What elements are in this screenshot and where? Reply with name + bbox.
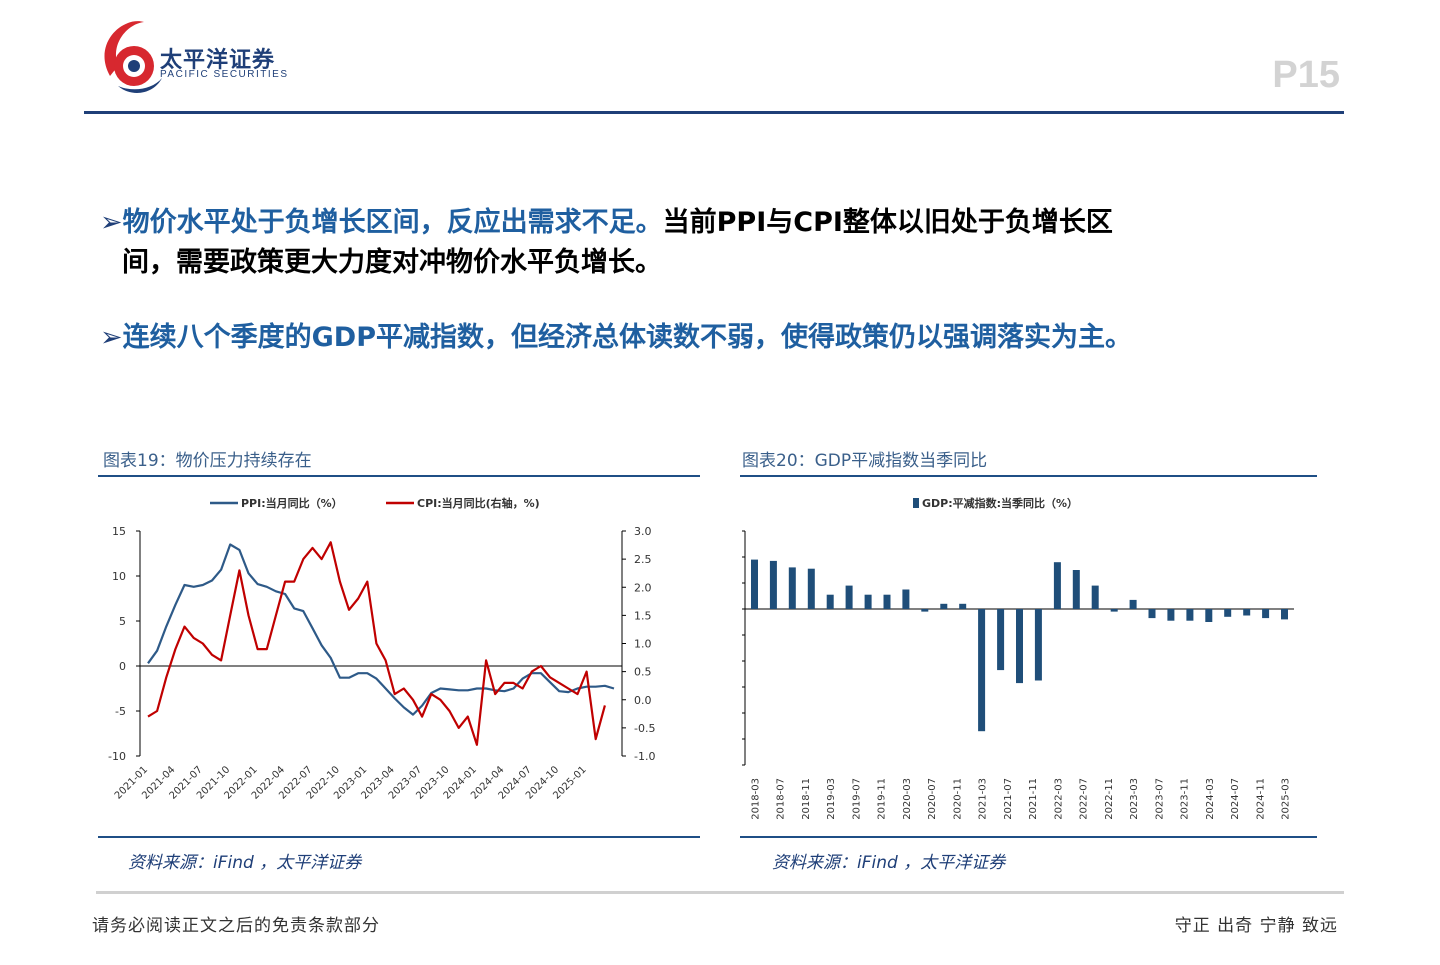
figure-19-bottom-rule	[98, 836, 700, 838]
legend-gdp: GDP:平减指数:当季同比（%）	[922, 496, 1078, 510]
gdp-deflator-bar	[807, 568, 815, 609]
chart-ppi-cpi: PPI:当月同比（%） CPI:当月同比(右轴，%) 15 10 5 0 -5 -10 3.…	[108, 496, 655, 802]
y-right-tick-label: 2.5	[634, 553, 652, 566]
x-tick-label: 2019-03	[826, 778, 837, 820]
chart-1-legend: PPI:当月同比（%） CPI:当月同比(右轴，%)	[210, 496, 540, 510]
gdp-deflator-bar	[864, 594, 872, 609]
x-tick-label: 2024-11	[1255, 778, 1266, 820]
y-right-tick-label: 3.0	[634, 525, 652, 538]
page-number: P15	[1272, 54, 1340, 96]
legend-cpi: CPI:当月同比(右轴，%)	[417, 496, 540, 510]
x-tick-label: 2018-03	[750, 778, 761, 820]
y-right-tick-label: 0.5	[634, 666, 652, 679]
y-left-tick-label: 10	[112, 570, 126, 583]
bullet-1-text: 当前PPI与CPI整体以旧处于负增长区	[662, 207, 1113, 238]
figure-19-title: 图表19：物价压力持续存在	[103, 451, 312, 471]
gdp-deflator-bar	[1091, 585, 1099, 609]
bullet-1-highlight: 物价水平处于负增长区间，反应出需求不足。	[122, 207, 663, 238]
gdp-deflator-bar	[1016, 609, 1023, 684]
x-tick-label: 2023-07	[1154, 778, 1165, 820]
company-logo	[104, 21, 162, 93]
figure-20-bottom-rule	[740, 836, 1317, 838]
x-tick-label: 2024-07	[1230, 778, 1241, 820]
x-tick-label: 2022-07	[1079, 778, 1090, 820]
y-right-tick-label: 0.0	[634, 694, 652, 707]
gdp-deflator-bar	[921, 609, 929, 612]
gdp-deflator-bar	[1053, 562, 1061, 609]
x-tick-label: 2020-11	[952, 778, 963, 820]
x-tick-label: 2023-03	[1129, 778, 1140, 820]
gdp-deflator-bar	[1110, 609, 1118, 612]
x-tick-label: 2020-03	[902, 778, 913, 820]
cpi-series-line	[147, 541, 606, 746]
x-tick-label: 2018-11	[801, 778, 812, 820]
x-tick-label: 2020-07	[927, 778, 938, 820]
x-tick-label: 2019-11	[877, 778, 888, 820]
y-right-tick-label: 2.0	[634, 581, 652, 594]
arrow-bullet-icon: ➢	[100, 322, 123, 353]
gdp-deflator-bar	[1129, 599, 1137, 609]
x-tick-label: 2022-11	[1104, 778, 1115, 820]
figure-20-title: 图表20：GDP平减指数当季同比	[742, 451, 988, 471]
footer-motto: 守正 出奇 宁静 致远	[1174, 916, 1338, 936]
gdp-deflator-bar	[997, 609, 1005, 671]
x-tick-label: 2018-07	[776, 778, 787, 820]
x-tick-label: 2022-03	[1053, 778, 1064, 820]
brand-name-cn: 太平洋证券	[160, 48, 276, 73]
gdp-deflator-bar	[1148, 609, 1156, 619]
gdp-deflator-bar	[1262, 609, 1270, 619]
gdp-deflator-bar	[902, 589, 910, 609]
bullet-1-text-line2: 间，需要政策更大力度对冲物价水平负增长。	[122, 247, 662, 278]
footer-disclaimer: 请务必阅读正文之后的免责条款部分	[92, 916, 380, 936]
footer-divider	[96, 891, 1344, 894]
gdp-deflator-bar	[826, 594, 834, 609]
gdp-deflator-bar	[1167, 609, 1175, 621]
gdp-deflator-bar	[883, 594, 891, 609]
gdp-deflator-bar	[788, 567, 796, 609]
gdp-deflator-bar	[959, 603, 967, 609]
y-right-tick-label: 1.0	[634, 638, 652, 651]
gdp-deflator-bar	[940, 603, 948, 609]
x-tick-label: 2025-03	[1281, 778, 1292, 820]
x-tick-label: 2021-11	[1028, 778, 1039, 820]
bullet-gdp-deflator: ➢连续八个季度的GDP平减指数，但经济总体读数不弱，使得政策仍以强调落实为主。	[100, 318, 1132, 358]
y-right-tick-label: -1.0	[634, 750, 655, 763]
x-tick-label: 2024-03	[1205, 778, 1216, 820]
y-left-tick-label: 0	[119, 660, 126, 673]
bullet-2-highlight: 连续八个季度的GDP平减指数，但经济总体读数不弱，使得政策仍以强调落实为主。	[122, 322, 1132, 353]
x-tick-label: 2021-03	[978, 778, 989, 820]
y-left-tick-label: -5	[115, 705, 126, 718]
legend-ppi: PPI:当月同比（%）	[241, 496, 343, 510]
y-left-tick-label: 15	[112, 525, 126, 538]
x-tick-label: 2021-07	[1003, 778, 1014, 820]
gdp-deflator-bar	[751, 559, 758, 609]
chart-2-legend: GDP:平减指数:当季同比（%）	[913, 496, 1078, 510]
header-divider	[84, 111, 1344, 114]
gdp-deflator-bar	[1186, 609, 1194, 621]
figure-20-top-rule	[740, 475, 1317, 477]
gdp-deflator-bar	[1224, 609, 1232, 617]
gdp-deflator-bar	[1072, 570, 1080, 609]
bullet-price-level: ➢物价水平处于负增长区间，反应出需求不足。当前PPI与CPI整体以旧处于负增长区…	[100, 203, 1310, 283]
x-tick-label: 2023-11	[1180, 778, 1191, 820]
chart-gdp-deflator: GDP:平减指数:当季同比（%） 6420-2-4-6-8-10-122018-…	[742, 496, 1294, 820]
gdp-deflator-bar	[978, 609, 986, 732]
y-left-tick-label: 5	[119, 615, 126, 628]
x-tick-label: 2019-07	[851, 778, 862, 820]
y-right-tick-label: -0.5	[634, 722, 655, 735]
gdp-deflator-bar	[1205, 609, 1213, 622]
arrow-bullet-icon: ➢	[100, 207, 123, 238]
figure-20-source: 资料来源：iFind ，太平洋证券	[772, 853, 1006, 873]
gdp-deflator-bar	[769, 560, 777, 609]
gdp-deflator-bar	[845, 585, 853, 609]
brand-name-en: PACIFIC SECURITIES	[160, 69, 289, 80]
gdp-deflator-bar	[1243, 609, 1251, 616]
figure-19-top-rule	[98, 475, 700, 477]
ppi-series-line	[147, 543, 615, 716]
gdp-deflator-bar	[1034, 609, 1042, 681]
figure-19-source: 资料来源：iFind ，太平洋证券	[128, 853, 362, 873]
gdp-deflator-bar	[1281, 609, 1288, 620]
y-right-tick-label: 1.5	[634, 609, 652, 622]
y-left-tick-label: -10	[108, 750, 126, 763]
